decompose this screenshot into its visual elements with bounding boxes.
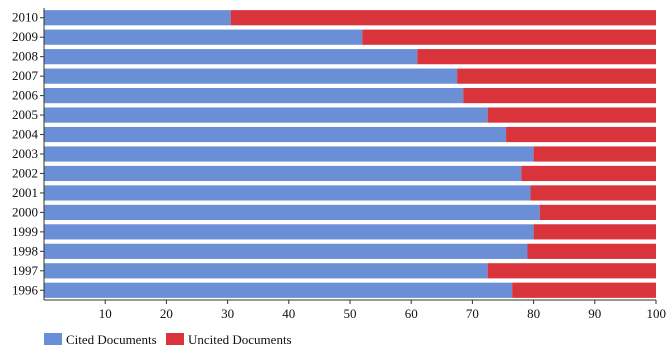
y-axis: 2010 2009 2008 2007 2006 2005 2004 2003 2002 2001… [12, 8, 45, 300]
uncited-bar-2000 [539, 204, 656, 220]
x-tick-label-20: 20 [160, 306, 173, 321]
uncited-bar-1996 [512, 282, 656, 298]
uncited-bar-2003 [533, 146, 656, 162]
x-tick-label-100: 100 [647, 306, 667, 321]
uncited-bar-2001 [530, 185, 656, 201]
uncited-bar-1998 [527, 243, 656, 259]
y-tick-label-1996: 1996 [12, 282, 39, 297]
uncited-bar-2009 [362, 29, 656, 45]
cited-bar-1996 [44, 282, 513, 298]
x-tick-label-50: 50 [344, 306, 357, 321]
x-tick-label-70: 70 [466, 306, 479, 321]
cited-bar-2006 [44, 88, 464, 104]
cited-bar-2003 [44, 146, 534, 162]
legend: Cited Documents Uncited Documents [44, 332, 292, 347]
cited-bar-2004 [44, 126, 507, 143]
uncited-bar-2007 [457, 68, 656, 84]
bars-group [44, 10, 656, 298]
uncited-bar-2006 [463, 88, 656, 104]
y-tick-label-2000: 2000 [12, 204, 38, 219]
uncited-bar-2010 [230, 10, 656, 26]
cited-bar-1999 [44, 224, 534, 240]
cited-bar-2010 [44, 10, 231, 26]
y-tick-label-1999: 1999 [12, 224, 38, 239]
cited-bar-2009 [44, 29, 363, 45]
y-tick-label-2005: 2005 [12, 107, 38, 122]
legend-label-uncited: Uncited Documents [188, 332, 292, 347]
uncited-bar-2002 [521, 165, 656, 182]
y-tick-label-2001: 2001 [12, 185, 38, 200]
cited-bar-1998 [44, 243, 528, 259]
x-tick-label-90: 90 [588, 306, 601, 321]
legend-swatch-cited [44, 333, 62, 345]
y-tick-label-2007: 2007 [12, 68, 39, 83]
uncited-bar-2005 [487, 107, 656, 123]
y-tick-label-1997: 1997 [12, 263, 39, 278]
uncited-bar-2008 [417, 49, 656, 65]
x-tick-label-30: 30 [221, 306, 234, 321]
cited-bar-2002 [44, 165, 522, 182]
cited-bar-2001 [44, 185, 531, 201]
uncited-bar-2004 [506, 126, 656, 143]
cited-bar-1997 [44, 263, 488, 279]
y-tick-label-2003: 2003 [12, 146, 38, 161]
y-tick-label-2002: 2002 [12, 165, 38, 180]
y-tick-label-2010: 2010 [12, 10, 38, 25]
y-tick-label-1998: 1998 [12, 243, 38, 258]
cited-bar-2008 [44, 49, 418, 65]
x-axis: 10 20 30 40 50 60 70 80 90 100 [44, 299, 667, 321]
y-tick-label-2008: 2008 [12, 49, 38, 64]
uncited-bar-1999 [533, 224, 656, 240]
y-tick-label-2009: 2009 [12, 29, 38, 44]
cited-bar-2007 [44, 68, 458, 84]
uncited-bar-1997 [487, 263, 656, 279]
y-tick-label-2006: 2006 [12, 88, 39, 103]
legend-label-cited: Cited Documents [66, 332, 157, 347]
cited-bar-2005 [44, 107, 488, 123]
y-tick-label-2004: 2004 [12, 127, 39, 142]
cited-bar-2000 [44, 204, 540, 220]
x-tick-label-10: 10 [99, 306, 112, 321]
x-tick-label-80: 80 [527, 306, 540, 321]
x-tick-label-40: 40 [282, 306, 295, 321]
x-tick-label-60: 60 [405, 306, 418, 321]
legend-swatch-uncited [166, 333, 184, 345]
